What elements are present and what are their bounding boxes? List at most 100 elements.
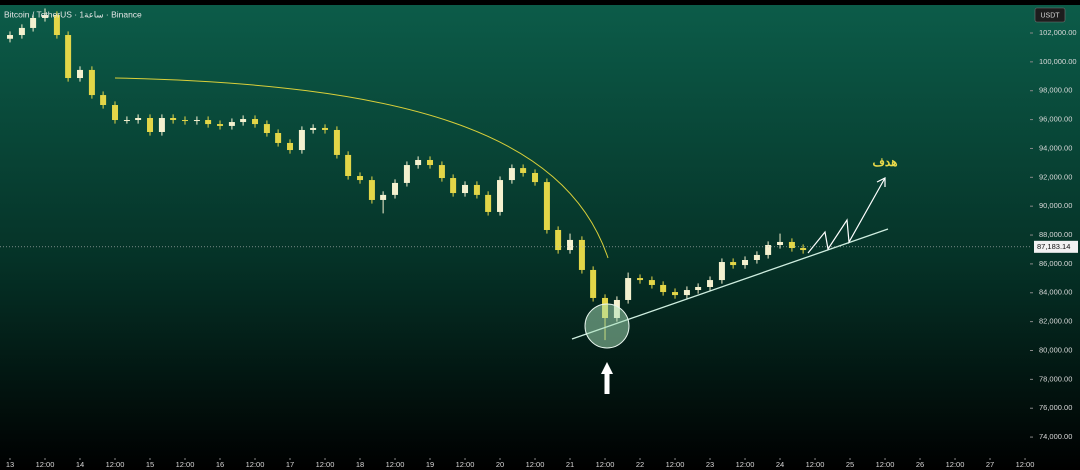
candle-body	[485, 194, 492, 212]
candle-body	[217, 124, 224, 126]
candle-body	[88, 69, 95, 96]
y-tick-label: 94,000.00	[1039, 143, 1072, 152]
candle-body	[135, 117, 142, 121]
x-tick-label: 16	[216, 460, 224, 469]
candle-body	[730, 262, 737, 266]
candle-body	[683, 290, 690, 296]
x-tick-label: 12:00	[526, 460, 545, 469]
projection-arrowhead	[876, 177, 886, 187]
candle-body	[625, 278, 632, 300]
x-tick-label: 19	[426, 460, 434, 469]
candle-body	[777, 241, 784, 245]
candle-body	[695, 286, 702, 291]
candle-body	[765, 244, 772, 255]
candle-body	[147, 117, 154, 132]
candle-body	[462, 184, 469, 194]
last-price-box	[1034, 240, 1078, 253]
y-tick-label: 90,000.00	[1039, 201, 1072, 210]
candle-body	[287, 142, 294, 151]
candle-body	[322, 127, 329, 130]
x-tick-label: 18	[356, 460, 364, 469]
y-tick-label: 92,000.00	[1039, 172, 1072, 181]
y-tick-label: 84,000.00	[1039, 288, 1072, 297]
x-tick-label: 23	[706, 460, 714, 469]
candle-body	[590, 269, 597, 298]
x-tick-label: 12:00	[1016, 460, 1035, 469]
candle-body	[77, 69, 84, 79]
candle-body	[648, 280, 655, 285]
x-tick-label: 12:00	[386, 460, 405, 469]
y-tick-label: 98,000.00	[1039, 86, 1072, 95]
x-tick-label: 14	[76, 460, 84, 469]
x-tick-label: 27	[986, 460, 994, 469]
projection-path	[807, 177, 886, 254]
plot	[7, 8, 807, 341]
candle-body	[205, 120, 212, 125]
x-tick-label: 24	[776, 460, 784, 469]
candle-body	[473, 184, 480, 195]
candle-body	[158, 117, 165, 132]
candle-body	[112, 105, 119, 121]
candle-body	[800, 248, 807, 251]
background	[0, 5, 1080, 470]
candle-body	[450, 178, 457, 194]
y-tick-label: 102,000.00	[1039, 28, 1077, 37]
candle-body	[508, 168, 515, 181]
candle-body	[18, 27, 25, 36]
x-tick-label: 12:00	[806, 460, 825, 469]
candle-body	[252, 119, 259, 125]
x-tick-label: 12:00	[876, 460, 895, 469]
candle-body	[30, 17, 37, 28]
candle-body	[753, 254, 760, 261]
candle-body	[53, 14, 60, 36]
x-tick-label: 12:00	[176, 460, 195, 469]
candle-body	[497, 180, 504, 212]
candle-body	[298, 129, 305, 151]
candle-body	[123, 120, 130, 122]
candle-body	[380, 194, 387, 200]
top-bar	[0, 0, 1080, 5]
x-tick-label: 25	[846, 460, 854, 469]
x-tick-label: 12:00	[736, 460, 755, 469]
candle-body	[368, 180, 375, 200]
last-price-label: 87,183.14	[1037, 242, 1070, 251]
y-tick-label: 76,000.00	[1039, 403, 1072, 412]
candle-body	[555, 229, 562, 251]
candle-body	[100, 95, 107, 106]
up-arrow	[601, 362, 613, 394]
candle-body	[742, 260, 749, 266]
y-tick-label: 96,000.00	[1039, 115, 1072, 124]
x-tick-label: 15	[146, 460, 154, 469]
candle-body	[333, 129, 340, 155]
x-tick-label: 12:00	[246, 460, 265, 469]
y-tick-label: 80,000.00	[1039, 345, 1072, 354]
candle-body	[310, 127, 317, 130]
x-tick-label: 17	[286, 460, 294, 469]
candle-body	[42, 14, 49, 18]
x-tick-label: 12:00	[316, 460, 335, 469]
candle-body	[427, 159, 434, 166]
candle-body	[357, 176, 364, 181]
y-tick-label: 82,000.00	[1039, 317, 1072, 326]
x-tick-label: 12:00	[596, 460, 615, 469]
candle-body	[578, 239, 585, 270]
candle-body	[567, 239, 574, 251]
y-tick-label: 88,000.00	[1039, 230, 1072, 239]
candle-body	[707, 280, 714, 287]
bottom-circle	[584, 303, 630, 349]
candle-body	[438, 165, 445, 179]
x-tick-label: 12:00	[36, 460, 55, 469]
y-tick-label: 86,000.00	[1039, 259, 1072, 268]
x-tick-label: 26	[916, 460, 924, 469]
candle-body	[275, 133, 282, 143]
target-label: هدف	[872, 155, 897, 169]
candle-body	[672, 292, 679, 296]
candle-body	[788, 241, 795, 249]
x-tick-label: 12:00	[946, 460, 965, 469]
candle-body	[415, 159, 422, 166]
candle-body	[228, 122, 235, 126]
candle-body	[660, 284, 667, 293]
curve-drawing	[114, 77, 609, 259]
